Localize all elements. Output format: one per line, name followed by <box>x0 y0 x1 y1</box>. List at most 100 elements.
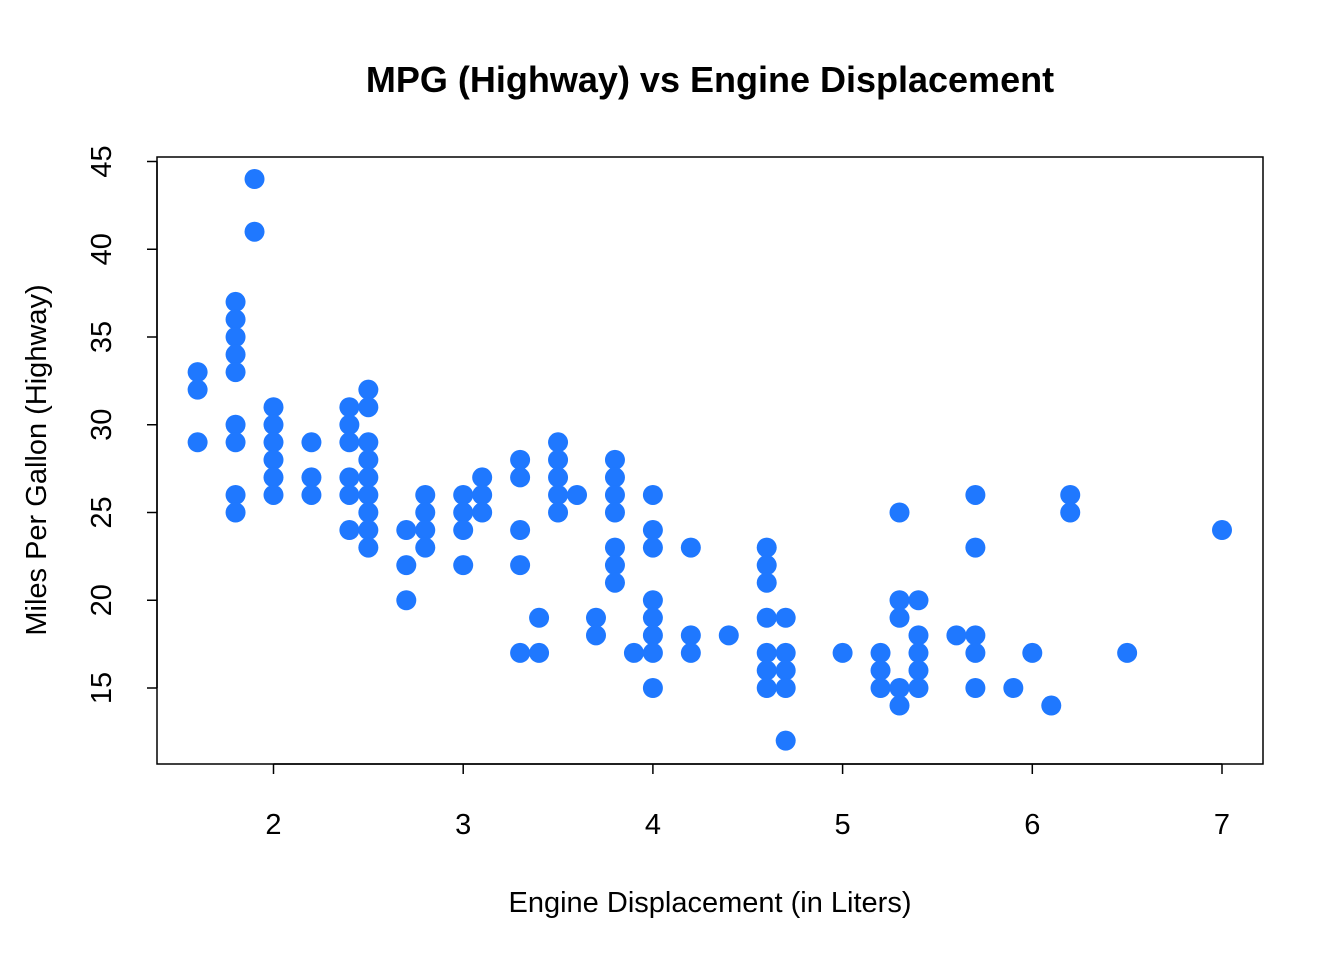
data-point <box>908 660 929 681</box>
x-tick-label: 3 <box>455 809 471 841</box>
data-point <box>585 607 606 628</box>
data-point <box>1022 642 1043 663</box>
data-point <box>889 502 910 523</box>
data-point <box>225 327 246 347</box>
data-point <box>604 502 625 523</box>
data-point <box>510 520 531 541</box>
y-tick-label: 40 <box>86 233 118 265</box>
data-point <box>225 484 246 505</box>
data-point <box>529 642 550 663</box>
data-point <box>623 642 644 663</box>
data-point <box>358 502 379 523</box>
y-tick-label: 20 <box>86 584 118 616</box>
data-point <box>339 484 360 505</box>
data-point <box>604 572 625 593</box>
data-point <box>510 642 531 663</box>
data-point <box>889 695 910 716</box>
data-point <box>339 414 360 435</box>
data-point <box>718 625 739 646</box>
data-point <box>775 730 796 751</box>
data-point <box>263 432 284 453</box>
x-axis-label: Engine Displacement (in Liters) <box>509 887 912 919</box>
data-point <box>870 642 891 663</box>
data-point <box>358 520 379 541</box>
data-point <box>339 467 360 488</box>
data-point <box>889 607 910 628</box>
y-tick-label: 30 <box>86 409 118 441</box>
data-point <box>604 555 625 576</box>
data-point <box>642 678 663 698</box>
data-point <box>604 449 625 470</box>
data-point <box>415 520 436 541</box>
data-point <box>244 221 265 242</box>
data-point <box>756 555 777 576</box>
x-tick-label: 4 <box>645 809 661 841</box>
data-point <box>358 379 379 400</box>
data-point <box>358 537 379 558</box>
data-point <box>775 642 796 663</box>
data-point <box>567 484 588 505</box>
data-point <box>263 484 284 505</box>
data-point <box>870 678 891 698</box>
data-point <box>965 484 986 505</box>
data-point <box>396 590 417 611</box>
data-point <box>339 432 360 453</box>
y-tick-label: 15 <box>86 672 118 704</box>
data-point <box>529 607 550 628</box>
data-point <box>263 449 284 470</box>
data-point <box>908 590 929 611</box>
x-axis: 2 3 4 5 6 7 <box>265 763 1230 841</box>
data-point <box>453 520 474 541</box>
data-point <box>756 537 777 558</box>
data-point <box>642 520 663 541</box>
data-point <box>510 467 531 488</box>
data-point <box>358 467 379 488</box>
data-point <box>832 642 853 663</box>
data-point <box>604 484 625 505</box>
data-point <box>965 625 986 646</box>
data-point <box>301 484 322 505</box>
data-point <box>642 537 663 558</box>
data-point <box>510 449 531 470</box>
data-point <box>187 379 208 400</box>
data-point <box>358 449 379 470</box>
data-point <box>680 537 701 558</box>
data-point <box>1060 502 1081 523</box>
data-point <box>472 502 493 523</box>
data-point <box>1041 695 1062 716</box>
data-point <box>908 625 929 646</box>
data-point <box>263 467 284 488</box>
data-point <box>358 397 379 418</box>
data-point <box>225 344 246 365</box>
data-point <box>1212 520 1232 541</box>
data-point <box>756 660 777 681</box>
data-point <box>642 484 663 505</box>
data-point <box>889 678 910 698</box>
data-point <box>472 484 493 505</box>
y-axis: 15 20 25 30 35 40 45 <box>86 145 158 704</box>
data-point <box>756 607 777 628</box>
data-point <box>415 502 436 523</box>
data-point <box>1117 642 1138 663</box>
data-point <box>889 590 910 611</box>
data-point <box>453 555 474 576</box>
data-point <box>396 555 417 576</box>
data-point <box>225 414 246 435</box>
y-tick-label: 25 <box>86 496 118 528</box>
data-point <box>680 642 701 663</box>
data-point <box>453 484 474 505</box>
data-point <box>301 432 322 453</box>
data-point <box>908 678 929 698</box>
data-point <box>642 625 663 646</box>
data-point <box>510 555 531 576</box>
chart-title: MPG (Highway) vs Engine Displacement <box>366 59 1054 100</box>
x-tick-label: 2 <box>265 809 281 841</box>
data-point <box>187 362 208 383</box>
data-points <box>187 169 1232 751</box>
data-point <box>1060 484 1081 505</box>
plot-frame <box>156 156 1264 765</box>
data-point <box>225 291 246 312</box>
data-point <box>244 169 265 190</box>
data-point <box>263 414 284 435</box>
